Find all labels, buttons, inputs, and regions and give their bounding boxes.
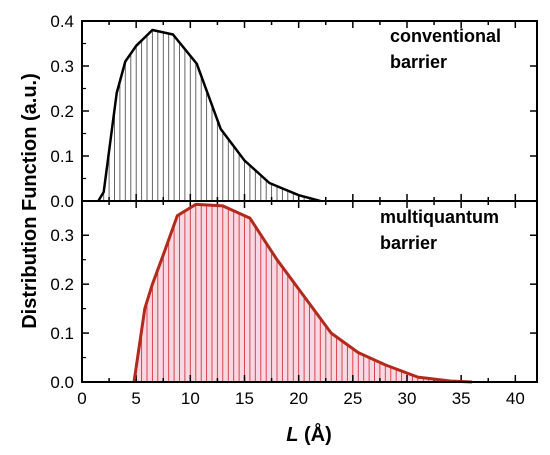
y-axis-title: Distribution Function (a.u.) [19,73,41,329]
x-axis-title: L (Å) [286,422,332,446]
top-distribution-curve [97,28,321,203]
xtick-label: 25 [343,389,362,408]
bottom-panel: 0.0 0.1 0.2 0.3 multiquantum barrier [50,200,538,392]
top-hatch-fill [98,30,321,201]
xtick-label: 5 [131,389,140,408]
xtick-label: 20 [289,389,308,408]
xtick-label: 10 [181,389,200,408]
bottom-yticks: 0.0 0.1 0.2 0.3 [50,226,537,392]
bottom-annotation-line1: multiquantum [380,207,499,227]
x-axis: 0 5 10 15 20 25 30 35 40 [77,389,525,408]
bottom-ytick-label: 0.2 [50,275,74,294]
top-area-fill [98,30,321,201]
top-ytick-label: 0.1 [50,147,74,166]
top-panel: 0.0 0.1 0.2 0.3 0.4 conventional barrier [50,12,538,211]
x-axis-title-unit: (Å) [298,422,331,446]
top-ytick-label: 0.4 [50,12,74,31]
top-ytick-label: 0.2 [50,102,74,121]
top-ytick-label: 0.3 [50,57,74,76]
xtick-label: 35 [452,389,471,408]
bottom-hatch-fill [134,204,472,382]
top-yticks: 0.0 0.1 0.2 0.3 0.4 [50,12,537,211]
bottom-area-fill [134,204,472,382]
x-axis-title-variable: L [286,424,298,446]
bottom-distribution-curve [132,202,473,384]
xtick-label: 30 [398,389,417,408]
bottom-annotation-line2: barrier [380,233,437,253]
bottom-panel-frame [81,200,538,383]
xtick-label: 0 [77,389,86,408]
top-annotation-line1: conventional [390,26,501,46]
bottom-ytick-label: 0.3 [50,226,74,245]
bottom-ytick-label: 0.0 [50,373,74,392]
top-ytick-label: 0.0 [50,192,74,211]
bottom-ytick-label: 0.1 [50,324,74,343]
top-annotation-line2: barrier [390,52,447,72]
xtick-label: 15 [235,389,254,408]
xtick-label: 40 [506,389,525,408]
